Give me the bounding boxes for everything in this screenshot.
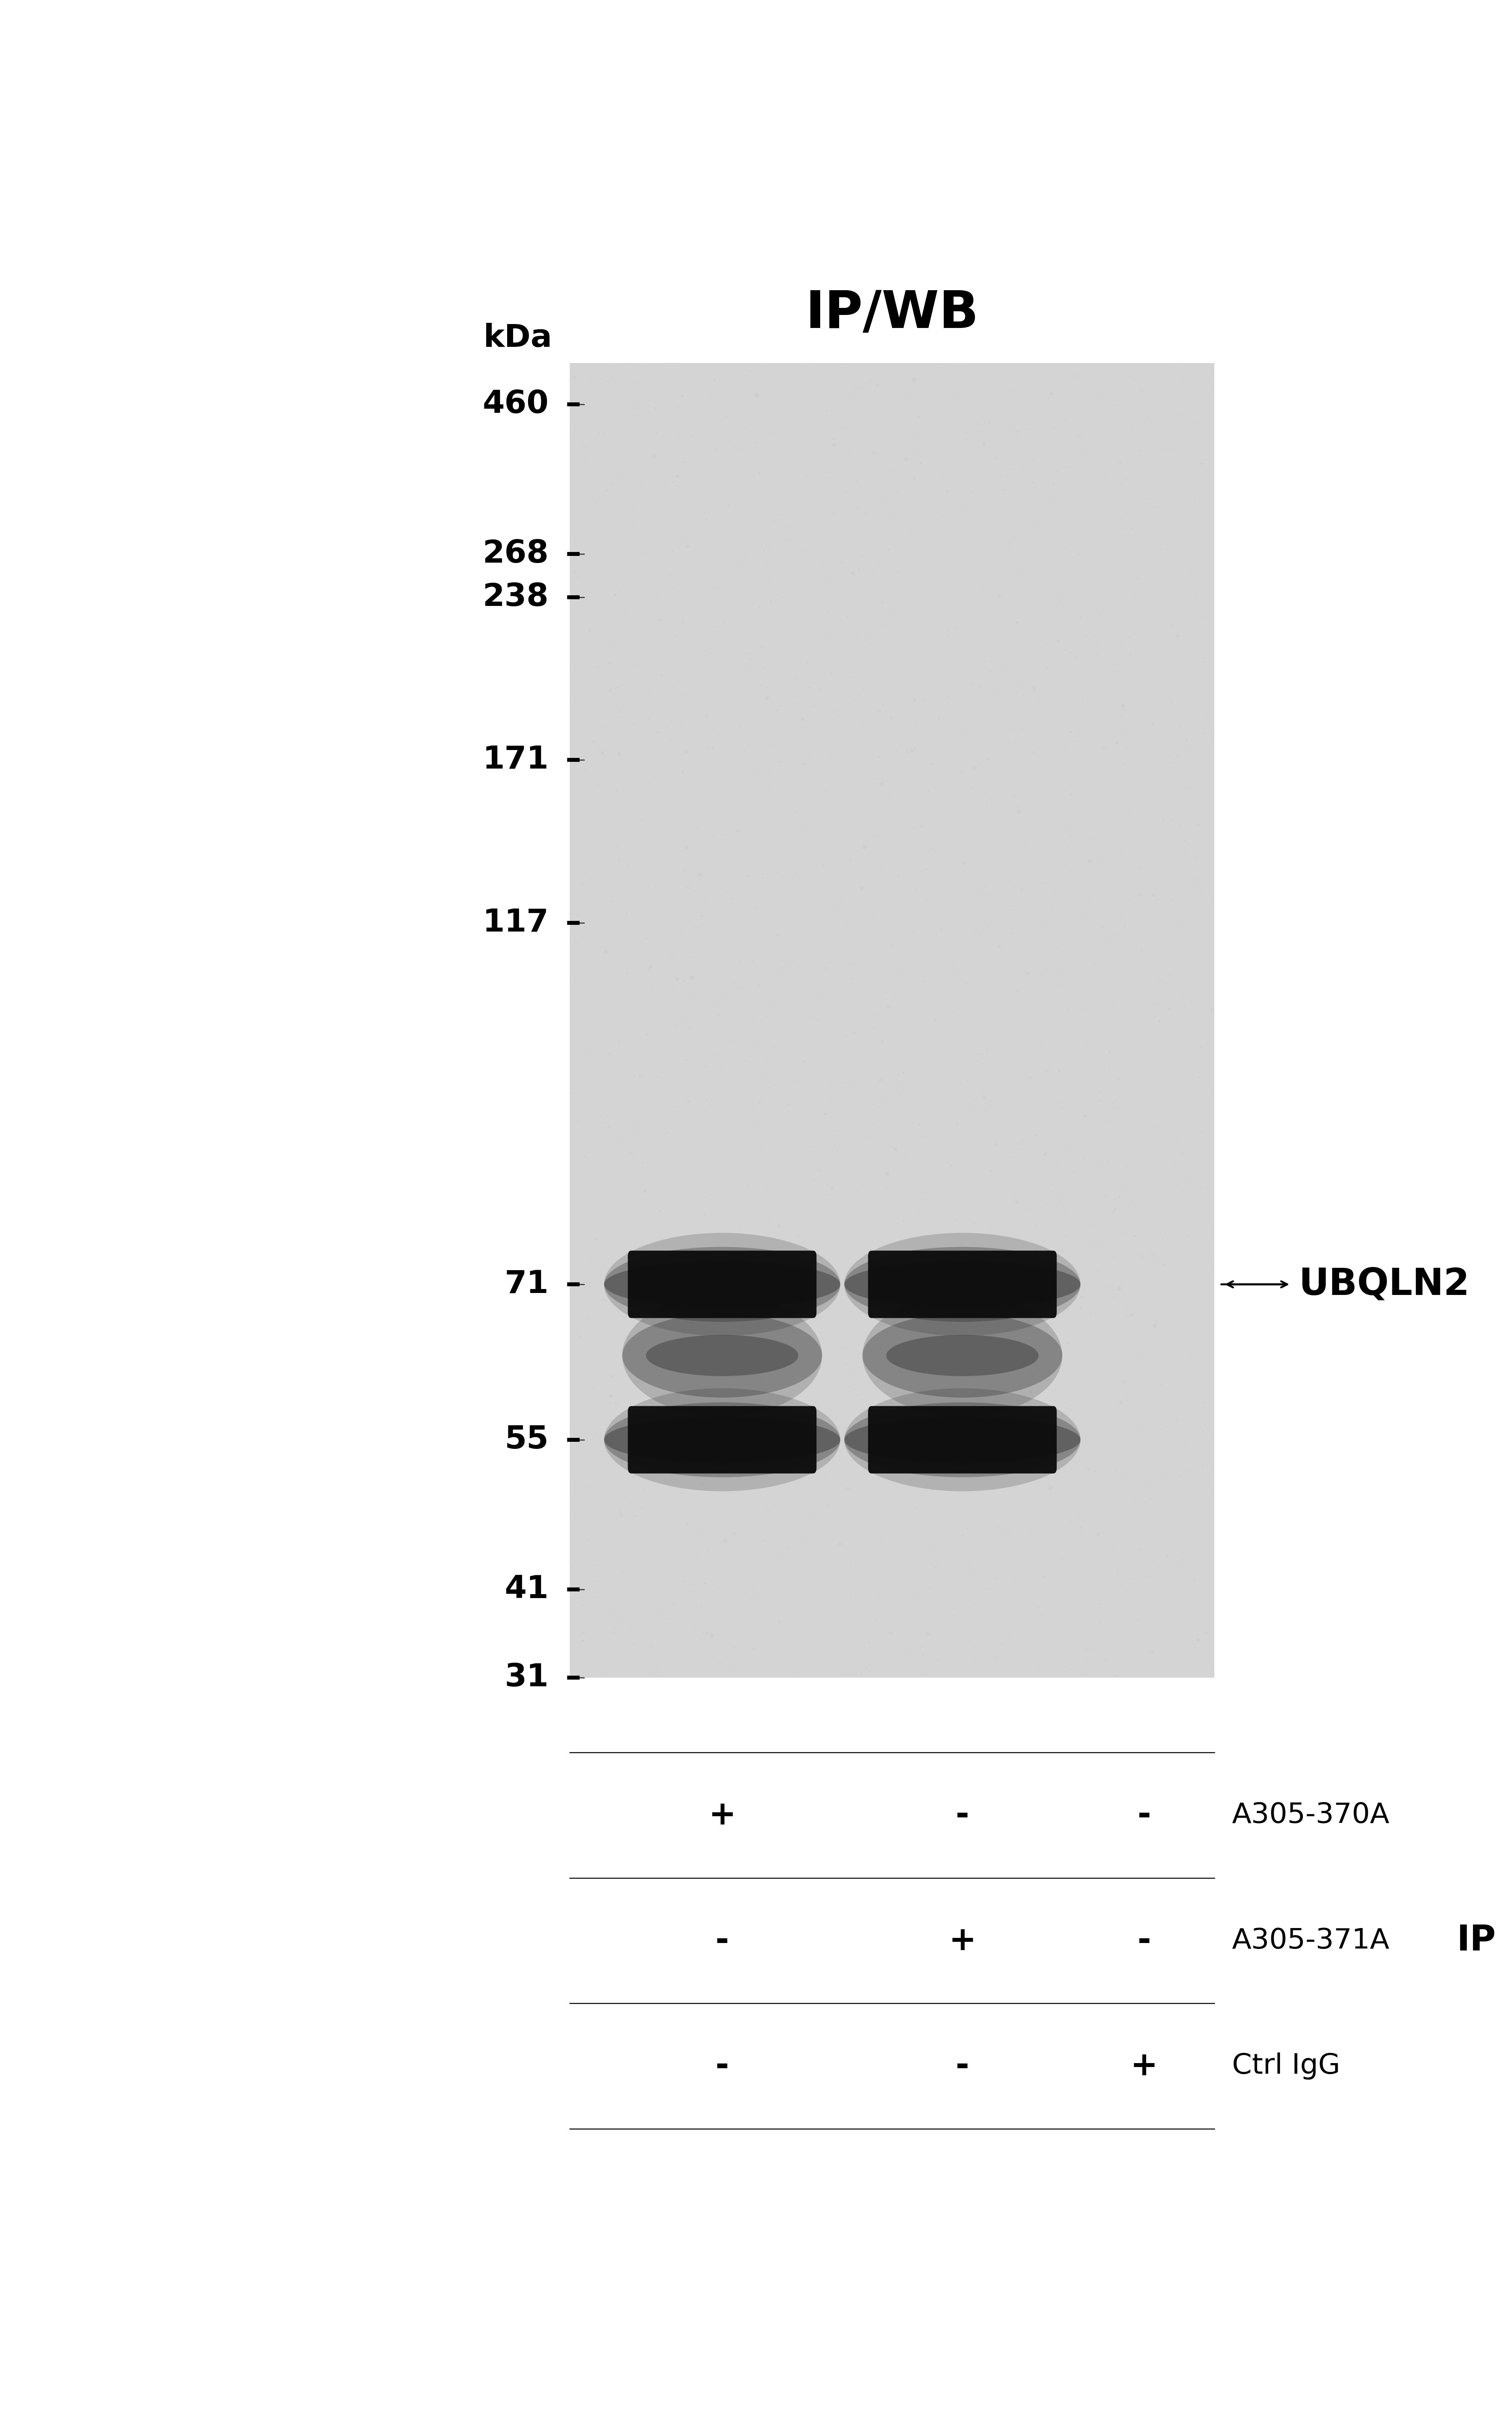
Ellipse shape: [844, 1248, 1081, 1321]
Text: –: –: [565, 389, 581, 421]
Text: 171: 171: [482, 744, 549, 776]
Text: –: –: [565, 1574, 581, 1605]
Ellipse shape: [623, 1313, 823, 1398]
Ellipse shape: [605, 1233, 841, 1335]
Text: +: +: [709, 1800, 736, 1831]
FancyBboxPatch shape: [627, 1406, 816, 1474]
Text: -: -: [715, 2050, 729, 2082]
Text: 268: 268: [482, 537, 549, 569]
Text: –: –: [565, 744, 581, 776]
Ellipse shape: [844, 1260, 1081, 1308]
Ellipse shape: [605, 1403, 841, 1476]
Ellipse shape: [646, 1335, 798, 1377]
Ellipse shape: [623, 1294, 823, 1415]
Text: 41: 41: [505, 1574, 549, 1605]
Text: -: -: [956, 2050, 969, 2082]
Text: +: +: [948, 1924, 977, 1958]
Text: –: –: [565, 581, 581, 613]
Bar: [570, 362, 1214, 1678]
Ellipse shape: [605, 1389, 841, 1491]
Text: –: –: [565, 907, 581, 939]
Text: –: –: [565, 1270, 581, 1299]
Text: Ctrl IgG: Ctrl IgG: [1232, 2053, 1340, 2079]
Ellipse shape: [862, 1313, 1063, 1398]
Text: –: –: [565, 1661, 581, 1693]
Text: A305-370A: A305-370A: [1232, 1802, 1390, 1829]
Text: 71: 71: [505, 1270, 549, 1299]
FancyBboxPatch shape: [868, 1250, 1057, 1318]
Ellipse shape: [844, 1233, 1081, 1335]
Text: IP/WB: IP/WB: [806, 289, 978, 338]
Text: 117: 117: [482, 907, 549, 939]
Text: -: -: [956, 1800, 969, 1831]
Text: -: -: [1137, 1800, 1151, 1831]
Text: 55: 55: [505, 1425, 549, 1454]
Text: 460: 460: [482, 389, 549, 421]
Ellipse shape: [844, 1415, 1081, 1464]
Text: kDa: kDa: [484, 323, 552, 353]
Text: +: +: [1131, 2050, 1158, 2082]
Ellipse shape: [844, 1403, 1081, 1476]
Ellipse shape: [862, 1294, 1063, 1415]
Text: UBQLN2: UBQLN2: [1299, 1267, 1470, 1304]
Text: –: –: [565, 1425, 581, 1454]
FancyBboxPatch shape: [627, 1250, 816, 1318]
FancyBboxPatch shape: [868, 1406, 1057, 1474]
Text: A305-371A: A305-371A: [1232, 1926, 1390, 1955]
Text: –: –: [565, 537, 581, 569]
Ellipse shape: [605, 1260, 841, 1308]
Text: -: -: [715, 1924, 729, 1958]
Text: 238: 238: [482, 581, 549, 613]
Ellipse shape: [844, 1389, 1081, 1491]
Ellipse shape: [605, 1415, 841, 1464]
Ellipse shape: [605, 1248, 841, 1321]
Text: 31: 31: [505, 1661, 549, 1693]
Ellipse shape: [886, 1335, 1039, 1377]
Text: IP: IP: [1458, 1924, 1497, 1958]
Text: -: -: [1137, 1924, 1151, 1958]
